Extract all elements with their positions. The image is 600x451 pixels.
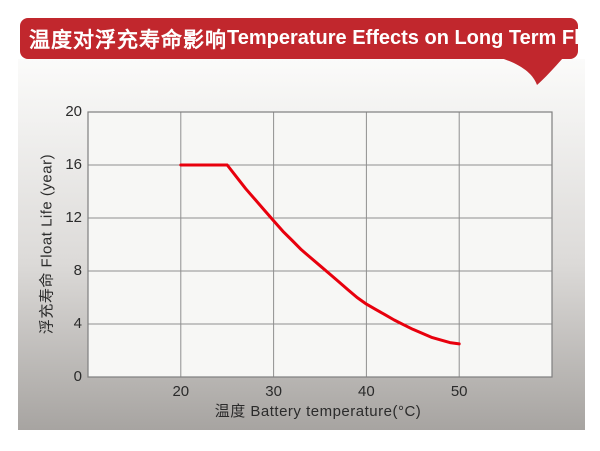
banner-tail xyxy=(501,58,563,85)
y-tick-label: 0 xyxy=(73,368,82,385)
x-tick-label: 30 xyxy=(265,383,282,400)
plot-frame xyxy=(87,111,553,378)
y-tick-label: 4 xyxy=(73,315,82,332)
x-tick-label: 40 xyxy=(358,383,375,400)
banner-tail-shape xyxy=(501,58,563,85)
x-tick-label: 50 xyxy=(450,383,468,400)
banner-title-en: Temperature Effects on Long Term Float L… xyxy=(227,27,578,49)
y-tick-label: 12 xyxy=(65,209,82,226)
plot-background xyxy=(88,112,552,377)
y-tick-label: 16 xyxy=(65,156,82,173)
float-life-curve xyxy=(179,163,461,346)
x-axis-title: 温度 Battery temperature(°C) xyxy=(214,403,422,420)
y-axis-title: 浮充寿命 Float Life (year) xyxy=(38,153,56,335)
y-tick-label: 8 xyxy=(73,262,82,279)
title-banner: 温度对浮充寿命影响 Temperature Effects on Long Ter… xyxy=(20,18,578,59)
y-tick-label: 20 xyxy=(65,103,82,120)
x-tick-label: 20 xyxy=(172,383,190,400)
banner-title-zh: 温度对浮充寿命影响 xyxy=(29,28,227,52)
